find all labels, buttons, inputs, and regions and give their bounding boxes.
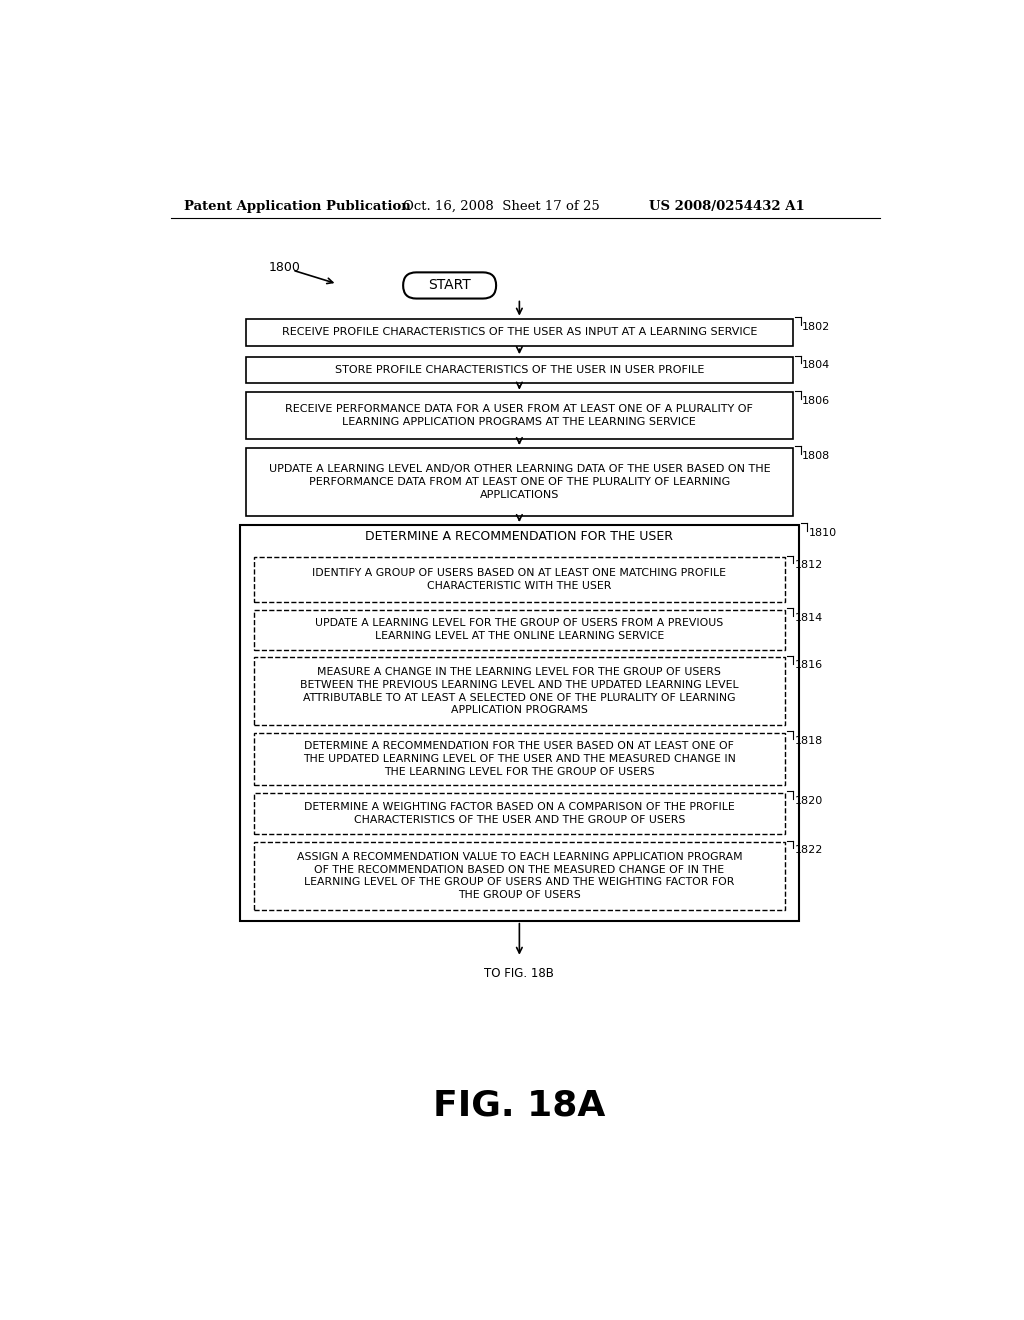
Bar <box>254 793 785 834</box>
Text: 1820: 1820 <box>795 796 822 807</box>
Bar <box>246 358 793 383</box>
Text: MEASURE A CHANGE IN THE LEARNING LEVEL FOR THE GROUP OF USERS
BETWEEN THE PREVIO: MEASURE A CHANGE IN THE LEARNING LEVEL F… <box>300 667 738 715</box>
Text: 1818: 1818 <box>795 737 822 746</box>
Text: 1812: 1812 <box>795 561 822 570</box>
Text: 1802: 1802 <box>802 322 830 331</box>
Text: FIG. 18A: FIG. 18A <box>433 1089 605 1122</box>
Text: Patent Application Publication: Patent Application Publication <box>183 199 411 213</box>
Text: STORE PROFILE CHARACTERISTICS OF THE USER IN USER PROFILE: STORE PROFILE CHARACTERISTICS OF THE USE… <box>335 366 705 375</box>
Text: TO FIG. 18B: TO FIG. 18B <box>484 966 554 979</box>
Bar <box>246 447 793 516</box>
Text: ASSIGN A RECOMMENDATION VALUE TO EACH LEARNING APPLICATION PROGRAM
OF THE RECOMM: ASSIGN A RECOMMENDATION VALUE TO EACH LE… <box>297 851 742 900</box>
Bar <box>254 733 785 785</box>
FancyBboxPatch shape <box>403 272 496 298</box>
Text: Oct. 16, 2008  Sheet 17 of 25: Oct. 16, 2008 Sheet 17 of 25 <box>403 199 600 213</box>
Bar <box>254 557 785 602</box>
Text: 1810: 1810 <box>809 528 837 539</box>
Bar <box>254 610 785 649</box>
Text: US 2008/0254432 A1: US 2008/0254432 A1 <box>649 199 805 213</box>
Bar <box>240 525 799 921</box>
Text: RECEIVE PERFORMANCE DATA FOR A USER FROM AT LEAST ONE OF A PLURALITY OF
LEARNING: RECEIVE PERFORMANCE DATA FOR A USER FROM… <box>286 404 754 426</box>
Text: 1804: 1804 <box>802 360 830 370</box>
Text: 1800: 1800 <box>269 261 301 275</box>
Text: UPDATE A LEARNING LEVEL FOR THE GROUP OF USERS FROM A PREVIOUS
LEARNING LEVEL AT: UPDATE A LEARNING LEVEL FOR THE GROUP OF… <box>315 618 724 642</box>
Text: UPDATE A LEARNING LEVEL AND/OR OTHER LEARNING DATA OF THE USER BASED ON THE
PERF: UPDATE A LEARNING LEVEL AND/OR OTHER LEA… <box>268 465 770 499</box>
Bar <box>246 318 793 346</box>
Bar <box>246 392 793 438</box>
Bar <box>254 657 785 725</box>
Text: 1822: 1822 <box>795 845 823 855</box>
Text: DETERMINE A RECOMMENDATION FOR THE USER: DETERMINE A RECOMMENDATION FOR THE USER <box>366 529 674 543</box>
Text: IDENTIFY A GROUP OF USERS BASED ON AT LEAST ONE MATCHING PROFILE
CHARACTERISTIC : IDENTIFY A GROUP OF USERS BASED ON AT LE… <box>312 568 726 591</box>
Text: RECEIVE PROFILE CHARACTERISTICS OF THE USER AS INPUT AT A LEARNING SERVICE: RECEIVE PROFILE CHARACTERISTICS OF THE U… <box>282 327 757 338</box>
Bar <box>254 842 785 909</box>
Text: START: START <box>428 279 471 293</box>
Text: 1808: 1808 <box>802 451 830 461</box>
Text: DETERMINE A WEIGHTING FACTOR BASED ON A COMPARISON OF THE PROFILE
CHARACTERISTIC: DETERMINE A WEIGHTING FACTOR BASED ON A … <box>304 803 735 825</box>
Text: 1816: 1816 <box>795 660 822 671</box>
Text: 1806: 1806 <box>802 396 830 405</box>
Text: 1814: 1814 <box>795 612 822 623</box>
Text: DETERMINE A RECOMMENDATION FOR THE USER BASED ON AT LEAST ONE OF
THE UPDATED LEA: DETERMINE A RECOMMENDATION FOR THE USER … <box>303 742 736 776</box>
